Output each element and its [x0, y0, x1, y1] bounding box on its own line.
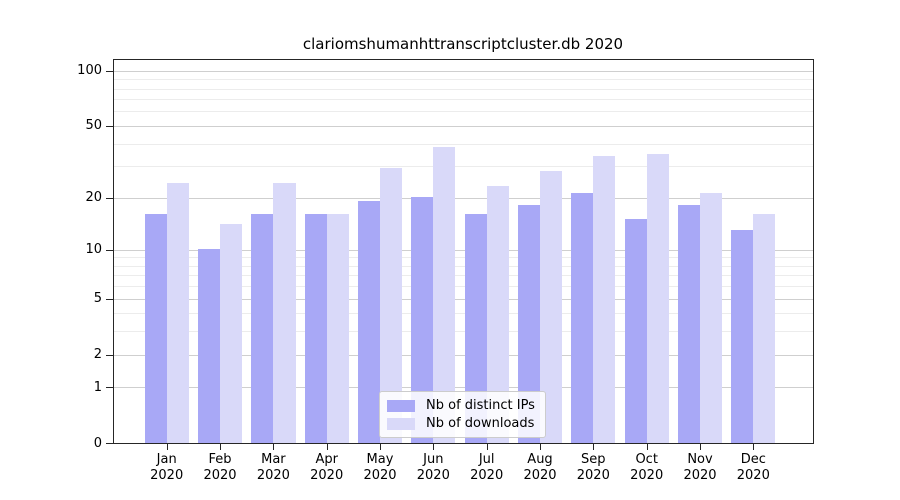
y-axis-tick-mark: [106, 125, 113, 127]
y-axis-tick-label: 100: [77, 63, 102, 79]
chart-title: clariomshumanhttranscriptcluster.db 2020: [302, 35, 624, 53]
x-axis-tick-label: Apr 2020: [310, 452, 344, 483]
y-axis-tick-label: 5: [93, 291, 102, 307]
x-axis-tick-mark: [220, 444, 221, 450]
x-axis-tick-label: Dec 2020: [736, 452, 770, 483]
gridline-minor: [114, 275, 813, 277]
gridline-minor: [114, 265, 813, 267]
y-axis-tick-mark: [106, 70, 113, 72]
bar-distinct-ips: [731, 229, 754, 443]
bar-downloads: [166, 183, 189, 443]
bar-distinct-ips: [304, 214, 327, 443]
x-axis-tick-label: Mar 2020: [256, 452, 290, 483]
y-axis-tick-mark: [106, 387, 113, 389]
bar-distinct-ips: [411, 197, 434, 443]
gridline-major: [114, 298, 813, 300]
bar-distinct-ips: [251, 214, 274, 443]
y-axis-tick-label: 50: [85, 118, 102, 134]
x-axis-tick-label: Jul 2020: [470, 452, 504, 483]
legend-swatch-distinct-ips-icon: [387, 399, 415, 412]
y-axis-tick-label: 0: [93, 435, 102, 451]
plot-area: [113, 59, 814, 444]
x-axis-tick-mark: [326, 444, 328, 450]
gridline-major: [114, 354, 813, 356]
gridline-minor: [114, 79, 813, 81]
x-axis-tick-mark: [593, 444, 595, 450]
x-axis-tick-mark: [166, 444, 168, 450]
x-axis-tick-label: Feb 2020: [203, 452, 237, 483]
y-axis-tick-label: 10: [85, 242, 102, 258]
bar-downloads: [433, 147, 456, 443]
y-axis-tick-mark: [106, 197, 113, 199]
gridline-minor: [114, 257, 813, 259]
gridline-major: [114, 387, 813, 389]
x-axis-tick-mark: [540, 444, 541, 450]
gridline-minor: [114, 286, 813, 288]
x-axis-tick-mark: [700, 444, 701, 450]
x-axis-tick-label: Aug 2020: [523, 452, 557, 483]
x-axis-tick-mark: [646, 444, 648, 450]
gridline-minor: [114, 166, 813, 167]
y-axis-tick-label: 1: [93, 379, 102, 395]
gridline-minor: [114, 143, 813, 145]
gridline-minor: [114, 88, 813, 90]
x-axis-tick-mark: [273, 444, 275, 450]
gridline-minor: [114, 331, 813, 333]
x-axis-tick-label: May 2020: [363, 452, 397, 483]
bar-downloads: [220, 224, 243, 443]
legend-label-downloads: Nb of downloads: [426, 416, 535, 431]
x-axis-tick-mark: [433, 444, 435, 450]
legend-label-distinct-ips: Nb of distinct IPs: [426, 398, 535, 413]
bar-distinct-ips: [197, 249, 220, 443]
x-axis-tick-label: Jun 2020: [416, 452, 450, 483]
legend-swatch-downloads-icon: [387, 417, 415, 430]
bar-distinct-ips: [144, 214, 167, 443]
bar-distinct-ips: [677, 205, 700, 443]
bar-downloads: [753, 214, 776, 443]
gridline-minor: [114, 313, 813, 315]
x-axis-tick-label: Sep 2020: [576, 452, 610, 483]
x-axis-tick-label: Nov 2020: [683, 452, 717, 483]
bar-downloads: [646, 153, 669, 443]
bar-downloads: [700, 193, 723, 443]
gridline-major: [114, 197, 813, 199]
legend: Nb of distinct IPs Nb of downloads: [379, 391, 546, 438]
gridline-major: [114, 70, 813, 72]
bar-downloads: [486, 186, 509, 443]
bar-distinct-ips: [517, 205, 540, 443]
x-axis-tick-label: Oct 2020: [630, 452, 664, 483]
y-axis-tick-label: 2: [93, 347, 102, 363]
legend-item-downloads: Nb of downloads: [387, 416, 536, 431]
x-axis-tick-mark: [486, 444, 488, 450]
bar-distinct-ips: [571, 193, 594, 443]
bar-downloads: [273, 183, 296, 443]
bar-downloads: [593, 155, 616, 443]
gridline-minor: [114, 111, 813, 113]
y-axis-tick-label: 20: [85, 190, 102, 205]
legend-item-distinct-ips: Nb of distinct IPs: [387, 398, 536, 413]
y-axis-tick-mark: [106, 354, 113, 356]
x-axis-tick-mark: [753, 444, 755, 450]
bar-distinct-ips: [357, 201, 380, 443]
gridline-major: [114, 249, 813, 251]
gridline-minor: [114, 99, 813, 101]
y-axis-tick-mark: [106, 298, 113, 300]
bar-downloads: [326, 214, 349, 443]
x-axis-tick-mark: [380, 444, 381, 450]
gridline-major: [114, 125, 813, 127]
bar-downloads: [380, 168, 403, 443]
y-axis-tick-mark: [106, 249, 113, 251]
bar-downloads: [540, 171, 563, 443]
x-axis-tick-label: Jan 2020: [150, 452, 184, 483]
bar-distinct-ips: [464, 214, 487, 443]
y-axis-tick-mark: [106, 443, 113, 445]
bar-distinct-ips: [624, 219, 647, 443]
